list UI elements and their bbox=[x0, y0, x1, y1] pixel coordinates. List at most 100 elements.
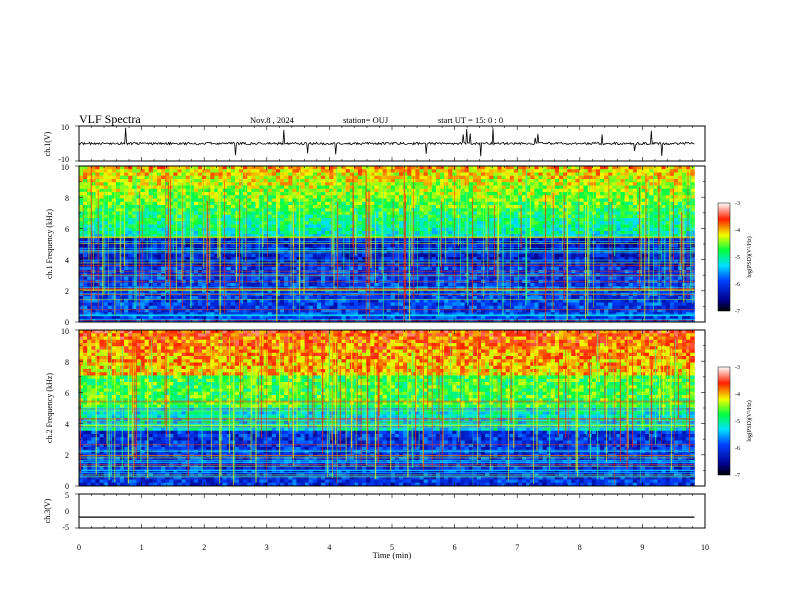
ch1-spec-cell bbox=[107, 169, 113, 173]
ch1-spec-cell bbox=[423, 172, 429, 177]
ch1-spec-cell bbox=[148, 253, 154, 258]
ch1-spec-cell bbox=[542, 179, 548, 183]
ch1-spec-cell bbox=[140, 188, 146, 193]
ch1-spec-cell bbox=[431, 227, 437, 232]
ch1-spec-cell bbox=[435, 192, 441, 196]
ch1-spec-cell bbox=[362, 208, 367, 212]
ch1-spec-cell bbox=[567, 195, 572, 199]
ch1-spec-cell bbox=[682, 257, 687, 261]
ch1-spec-cell bbox=[300, 195, 306, 199]
ch1-spec-cell bbox=[509, 192, 515, 196]
ch1-spec-cell bbox=[247, 175, 252, 180]
ch1-spec-cell bbox=[394, 247, 400, 251]
ch1-spec-cell bbox=[382, 237, 388, 242]
ch1-spec-cell bbox=[210, 201, 215, 206]
ch1-spec-cell bbox=[604, 198, 609, 203]
ch1-spec-cell bbox=[345, 221, 351, 225]
ch1-spec-cell bbox=[316, 247, 322, 251]
ch1-spec-cell bbox=[440, 192, 445, 196]
ch1-spec-cell bbox=[645, 263, 650, 268]
ch1-spec-cell bbox=[509, 260, 515, 264]
ch1-spec-cell bbox=[79, 231, 84, 235]
ch1-spec-cell bbox=[571, 224, 576, 229]
ch1-spec-cell bbox=[374, 195, 379, 199]
ch1-spec-cell bbox=[288, 253, 293, 258]
ch1-spec-cell bbox=[210, 188, 215, 193]
ch1-spec-cell bbox=[321, 205, 326, 209]
ch1-spec-cell bbox=[378, 263, 383, 268]
ch1-spec-cell bbox=[193, 234, 199, 238]
ch1-spec-cell bbox=[608, 201, 613, 206]
ch1-spec-cell bbox=[649, 221, 654, 225]
ch1-spec-cell bbox=[316, 253, 322, 258]
ch1-spec-cell bbox=[554, 175, 560, 180]
ch1-spec-cell bbox=[665, 257, 671, 261]
ch1-spec-cell bbox=[686, 214, 691, 219]
ch1-spec-cell bbox=[202, 250, 207, 255]
ch1-spec-cell bbox=[517, 253, 523, 258]
ch1-spec-cell bbox=[128, 188, 133, 193]
ch1-spec-cell bbox=[653, 208, 658, 212]
ch1-spec-cell bbox=[333, 266, 338, 271]
ch1-spec-cell bbox=[136, 231, 141, 235]
ch1-spec-cell bbox=[337, 175, 342, 180]
ch1-spec-cell bbox=[632, 166, 638, 170]
ch1-spec-cell bbox=[398, 250, 404, 255]
ch1-spec-cell bbox=[546, 244, 552, 248]
ch1-spec-cell bbox=[136, 244, 141, 248]
ch1-spec-cell bbox=[238, 201, 244, 206]
ch1-spec-cell bbox=[83, 218, 88, 222]
ch1-spec-cell bbox=[312, 192, 318, 196]
ch1-spec-cell bbox=[649, 250, 654, 255]
ch1-spec-cell bbox=[579, 218, 584, 222]
ch1-spec-cell bbox=[95, 169, 100, 173]
ch1-spec-cell bbox=[481, 195, 486, 199]
ch1-spec-cell bbox=[140, 175, 146, 180]
ch1-spec-cell bbox=[345, 169, 351, 173]
ch1-spec-cell bbox=[124, 244, 129, 248]
ch1-spec-cell bbox=[472, 211, 478, 216]
ch1-spec-cell bbox=[284, 260, 289, 264]
ch1-spec-cell bbox=[686, 237, 691, 242]
ch1-spec-cell bbox=[103, 211, 109, 216]
ch1-spec-cell bbox=[312, 234, 318, 238]
ch1-spec-cell bbox=[398, 234, 404, 238]
ch1-spec-cell bbox=[563, 195, 568, 199]
ch1-spec-cell bbox=[230, 240, 236, 245]
ch1-spec-cell bbox=[444, 250, 449, 255]
ch1-spec-cell bbox=[579, 227, 584, 232]
ch1-spec-cell bbox=[267, 240, 273, 245]
ch1-spec-cell bbox=[403, 169, 408, 173]
ch1-spec-cell bbox=[193, 224, 199, 229]
ch1-spec-cell bbox=[193, 175, 199, 180]
ch1-spec-cell bbox=[189, 185, 195, 190]
ch1-spec-cell bbox=[99, 208, 105, 212]
ch1-spec-cell bbox=[99, 270, 105, 274]
ch1-spec-cell bbox=[690, 221, 695, 225]
ch1-spec-cell bbox=[513, 221, 519, 225]
ch1-spec-cell bbox=[177, 257, 182, 261]
ch1-spec-cell bbox=[517, 270, 523, 274]
ch1-spec-cell bbox=[444, 198, 449, 203]
ch1-spec-cell bbox=[259, 172, 265, 177]
ch1-spec-cell bbox=[206, 227, 211, 232]
ch1-spec-cell bbox=[435, 185, 441, 190]
ch1-spec-cell bbox=[79, 182, 84, 186]
ch1-spec-cell bbox=[99, 182, 105, 186]
ch1-spec-cell bbox=[296, 214, 301, 219]
ch1-spec-cell bbox=[165, 172, 170, 177]
ch1-spec-cell bbox=[185, 185, 191, 190]
ch1-spec-cell bbox=[493, 234, 498, 238]
ch1-spec-cell bbox=[275, 198, 281, 203]
ch1-spec-cell bbox=[156, 227, 162, 232]
ch1-spec-cell bbox=[370, 201, 375, 206]
ch1-spec-cell bbox=[202, 211, 207, 216]
ch1-spec-cell bbox=[197, 227, 203, 232]
ch1-spec-cell bbox=[152, 192, 158, 196]
ch1-spec-cell bbox=[583, 198, 589, 203]
ch1-spec-cell bbox=[136, 221, 141, 225]
ch1-spec-cell bbox=[128, 250, 133, 255]
ch1-spec-cell bbox=[398, 166, 404, 170]
ch1-spec-cell bbox=[251, 257, 256, 261]
ch1-spec-cell bbox=[288, 266, 293, 271]
